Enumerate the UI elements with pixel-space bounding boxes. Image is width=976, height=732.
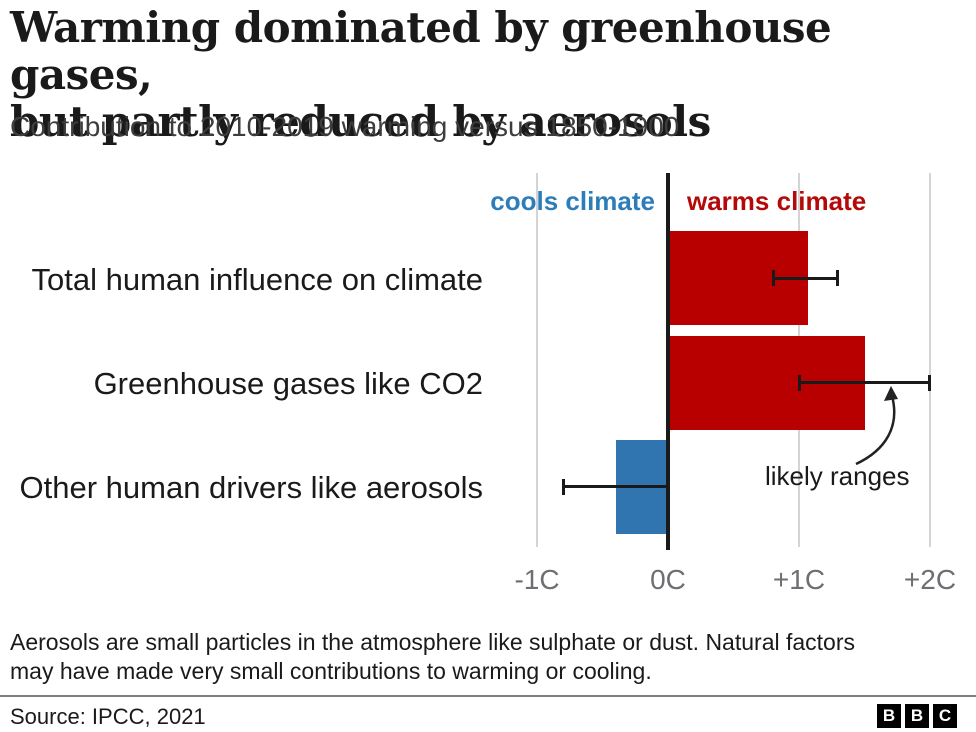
likely-ranges-annotation: likely ranges <box>765 461 910 491</box>
footnote: Aerosols are small particles in the atmo… <box>10 628 855 686</box>
gridline <box>929 173 931 547</box>
zero-axis-line <box>666 173 670 550</box>
likely-range-line-2 <box>563 485 668 488</box>
cools-climate-label: cools climate <box>490 186 655 216</box>
x-axis-tick-label: +1C <box>772 564 826 595</box>
source-attribution: Source: IPCC, 2021 <box>10 704 206 729</box>
likely-range-cap <box>771 270 775 286</box>
x-axis-tick-label: -1C <box>514 564 560 595</box>
category-label-other-human-drivers: Other human drivers like aerosols <box>19 470 483 505</box>
likely-range-line-1 <box>799 381 930 384</box>
likely-range-cap <box>928 374 931 391</box>
bbc-logo-letter-icon: C <box>933 704 957 728</box>
x-axis-tick-label: +2C <box>903 564 957 595</box>
warms-climate-label: warms climate <box>687 186 867 216</box>
bbc-logo-letter-icon: B <box>877 704 901 728</box>
chart-title: Warming dominated by greenhouse gases, b… <box>10 4 960 145</box>
chart-title-line1: Warming dominated by greenhouse gases, <box>10 3 832 99</box>
likely-range-cap <box>666 478 669 495</box>
x-axis-tick-label: 0C <box>650 564 686 595</box>
likely-range-line-0 <box>772 276 839 280</box>
bbc-logo-letter-icon: B <box>905 704 929 728</box>
likely-range-cap <box>562 478 566 495</box>
footer-divider <box>0 695 976 697</box>
chart-subtitle: Contribution to 2010-2019 warming versus… <box>10 111 680 142</box>
footnote-line1: Aerosols are small particles in the atmo… <box>10 629 856 655</box>
gridline <box>536 173 538 547</box>
chart-title-line2: but partly reduced by aerosols <box>10 97 711 146</box>
footnote-line2: may have made very small contributions t… <box>10 658 652 684</box>
likely-range-cap <box>798 374 801 391</box>
bbc-logo: B B C <box>877 704 957 728</box>
category-label-greenhouse-gases: Greenhouse gases like CO2 <box>93 366 483 401</box>
likely-range-cap <box>836 270 840 286</box>
category-label-total-human-influence: Total human influence on climate <box>31 262 483 297</box>
